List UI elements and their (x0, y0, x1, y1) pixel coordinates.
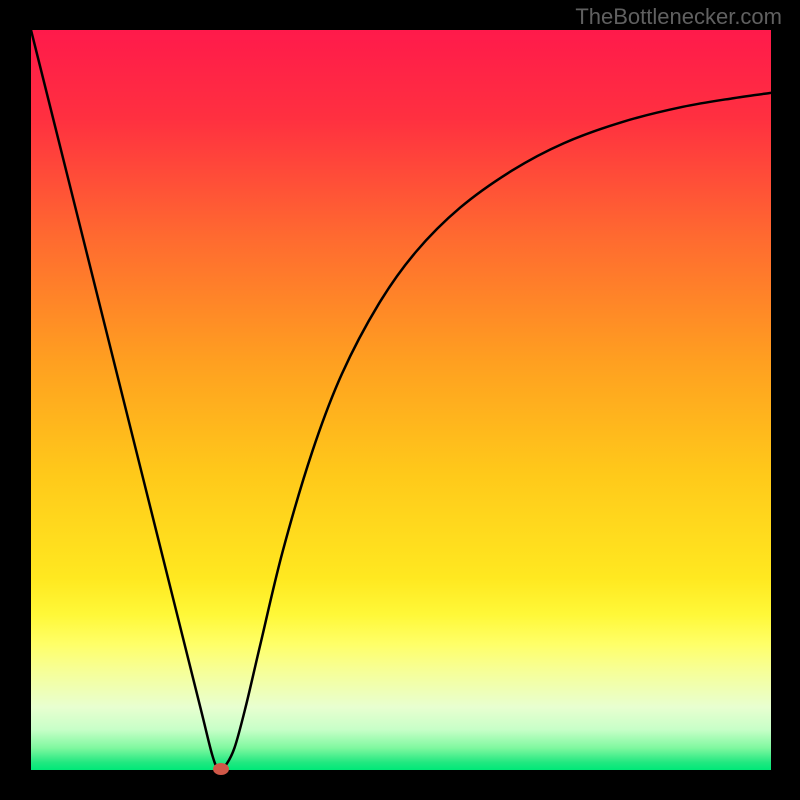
curve-layer (31, 30, 771, 770)
bottleneck-curve (31, 30, 771, 770)
plot-area (31, 30, 771, 770)
watermark-text: TheBottlenecker.com (575, 4, 782, 30)
chart-container: { "watermark": { "text": "TheBottlenecke… (0, 0, 800, 800)
optimum-marker (213, 763, 229, 775)
